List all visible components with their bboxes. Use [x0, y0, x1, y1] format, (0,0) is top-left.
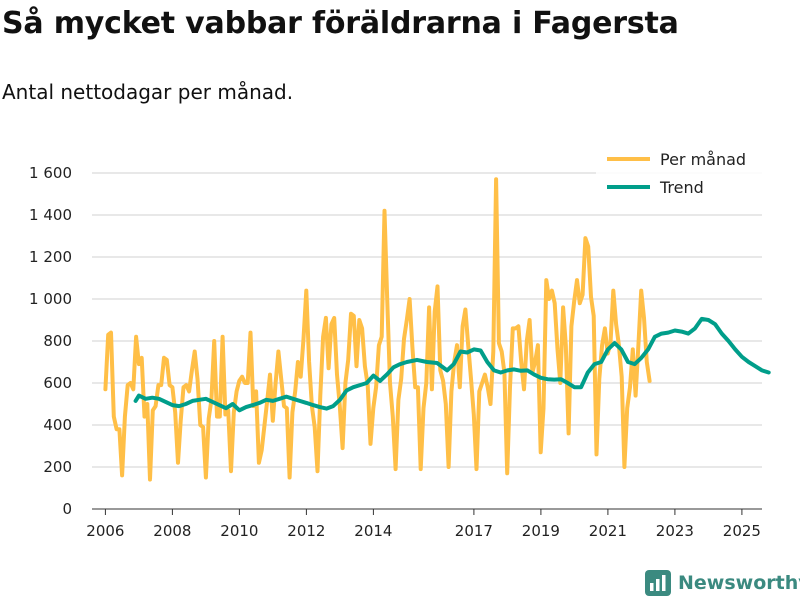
y-tick-label: 0	[62, 500, 72, 518]
series-line-per-manad	[103, 177, 652, 482]
y-tick-label: 800	[43, 332, 72, 350]
page-title: Så mycket vabbar föräldrarna i Fagersta	[2, 6, 679, 41]
chart-series	[103, 177, 771, 482]
x-tick-label: 2012	[287, 522, 325, 540]
legend-label-trend: Trend	[659, 178, 704, 197]
x-tick-label: 2019	[522, 522, 560, 540]
x-tick-label: 2017	[455, 522, 493, 540]
y-tick-label: 1 200	[29, 248, 72, 266]
legend-background	[596, 146, 766, 202]
series-line-trend	[133, 316, 771, 413]
x-tick-label: 2008	[153, 522, 191, 540]
x-tick-label: 2014	[354, 522, 392, 540]
x-tick-label: 2010	[220, 522, 258, 540]
y-tick-label: 1 000	[29, 290, 72, 308]
x-tick-label: 2023	[656, 522, 694, 540]
y-tick-label: 1 400	[29, 206, 72, 224]
brand-logo: Newsworthy	[644, 566, 800, 600]
newsworthy-logo-icon	[645, 570, 671, 596]
legend-label-per-manad: Per månad	[660, 150, 746, 169]
y-tick-label: 400	[43, 416, 72, 434]
brand-name: Newsworthy	[678, 572, 800, 594]
chart-axes: 0 200 400 600 800 1 000 1 200 1 400 1 600 2006 200…	[29, 164, 762, 540]
y-tick-label: 600	[43, 374, 72, 392]
x-tick-label: 2021	[589, 522, 627, 540]
x-tick-label: 2025	[723, 522, 761, 540]
y-tick-label: 1 600	[29, 164, 72, 182]
page-subtitle: Antal nettodagar per månad.	[2, 80, 294, 104]
chart-legend: Per månad Trend	[596, 146, 766, 202]
y-tick-label: 200	[43, 458, 72, 476]
x-tick-label: 2006	[86, 522, 124, 540]
